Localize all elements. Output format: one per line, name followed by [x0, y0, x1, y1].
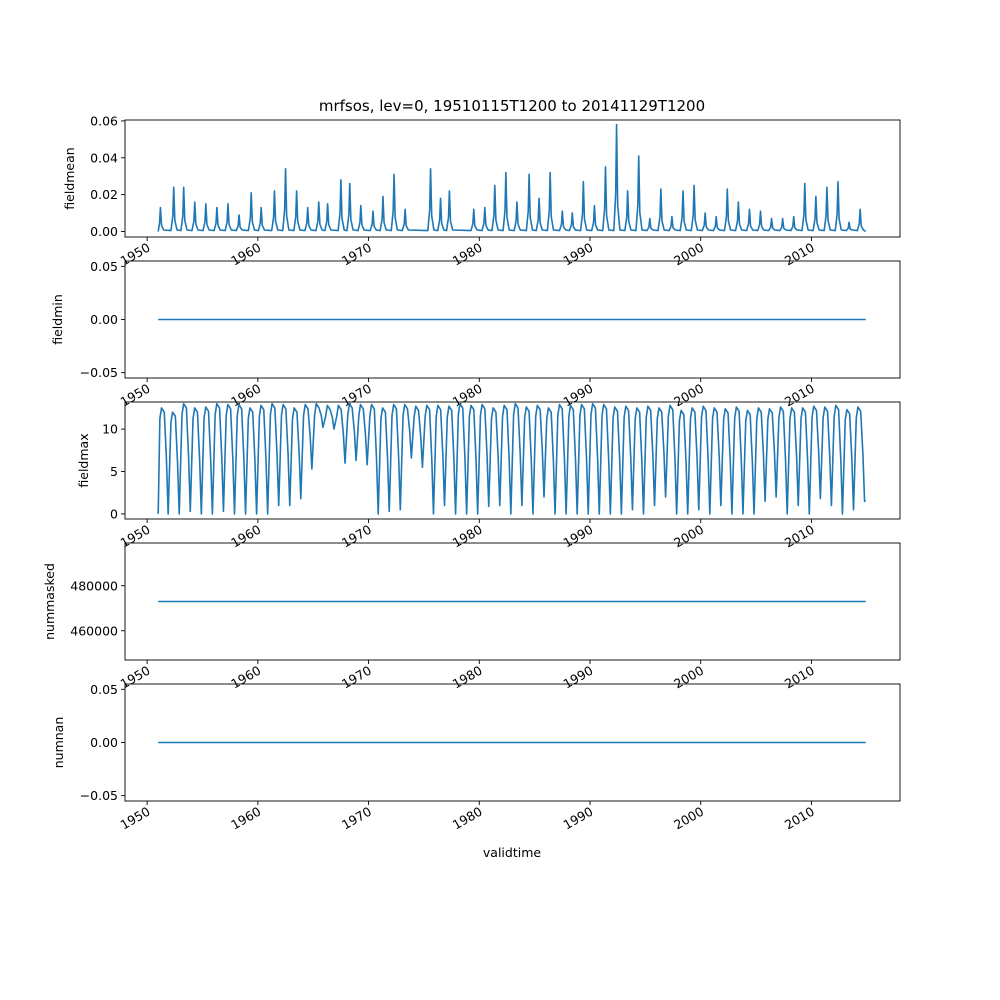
series-line-fieldmax — [157, 402, 867, 515]
x-tick-label: 1960 — [228, 522, 263, 551]
y-tick-label: 10 — [102, 422, 118, 437]
x-tick-label: 1960 — [228, 663, 263, 692]
panel-fieldmean: 0.00 0.02 0.04 0.06 1950 1960 1970 1980 1990 2000… — [62, 113, 901, 269]
panel-numnan: −0.05 0.00 0.05 1950 1960 1970 1980 1990 2000 201… — [51, 682, 901, 833]
x-tick-label: 2000 — [671, 804, 706, 833]
x-tick-label: 2000 — [671, 522, 706, 551]
y-tick-label: 5 — [110, 464, 118, 479]
x-tick-label: 1950 — [118, 663, 153, 692]
x-tick-label: 1960 — [228, 381, 263, 410]
x-tick-label: 1960 — [228, 804, 263, 833]
subplots: 0.00 0.02 0.04 0.06 1950 1960 1970 1980 1990 2000… — [42, 113, 901, 833]
y-axis-label: fieldmin — [50, 294, 65, 345]
x-tick-label: 1980 — [450, 663, 485, 692]
y-tick-label: 0.05 — [90, 682, 118, 697]
x-tick-label: 2010 — [782, 240, 817, 269]
x-tick-label: 1980 — [450, 240, 485, 269]
y-axis-label: numnan — [51, 717, 66, 769]
panel-nummasked: 460000 480000 1950 1960 1970 1980 1990 2000 2010… — [42, 542, 901, 692]
axes-frame — [124, 401, 901, 520]
x-tick-label: 2010 — [782, 663, 817, 692]
x-tick-label: 2000 — [671, 381, 706, 410]
x-tick-label: 1990 — [560, 522, 595, 551]
x-tick-label: 1970 — [339, 804, 374, 833]
x-tick-label: 1950 — [118, 240, 153, 269]
y-tick-label: 0.04 — [90, 150, 118, 165]
y-tick-label: 460000 — [70, 623, 118, 638]
x-tick-label: 1970 — [339, 522, 374, 551]
series-line-fieldmean — [157, 123, 867, 233]
y-axis-label: fieldmax — [76, 433, 91, 487]
x-tick-label: 1980 — [450, 522, 485, 551]
panel-fieldmin: −0.05 0.00 0.05 1950 1960 1970 1980 1990 2000 201… — [50, 259, 901, 410]
y-tick-label: 0 — [110, 506, 118, 521]
x-tick-label: 1970 — [339, 381, 374, 410]
x-tick-label: 1950 — [118, 522, 153, 551]
y-tick-label: −0.05 — [80, 365, 118, 380]
y-tick-label: 0.00 — [90, 224, 118, 239]
x-tick-label: 2000 — [671, 240, 706, 269]
x-tick-label: 1950 — [118, 381, 153, 410]
x-tick-label: 1960 — [228, 240, 263, 269]
y-tick-label: 0.06 — [90, 113, 118, 128]
x-tick-label: 2000 — [671, 663, 706, 692]
x-tick-label: 1990 — [560, 804, 595, 833]
axes-frame — [124, 542, 901, 661]
y-axis-label: fieldmean — [62, 147, 77, 209]
y-tick-label: 480000 — [70, 578, 118, 593]
chart-title: mrfsos, lev=0, 19510115T1200 to 20141129… — [319, 97, 705, 115]
x-tick-label: 1990 — [560, 381, 595, 410]
x-tick-label: 2010 — [782, 522, 817, 551]
x-tick-label: 1980 — [450, 804, 485, 833]
y-tick-label: 0.02 — [90, 187, 118, 202]
x-axis-label: validtime — [483, 845, 541, 860]
y-tick-label: 0.00 — [90, 735, 118, 750]
x-tick-label: 2010 — [782, 804, 817, 833]
panel-fieldmax: 0 5 10 1950 1960 1970 1980 1990 2000 2010 fieldmax — [76, 401, 901, 551]
y-tick-label: −0.05 — [80, 788, 118, 803]
y-tick-label: 0.00 — [90, 312, 118, 327]
y-tick-label: 0.05 — [90, 259, 118, 274]
x-tick-label: 2010 — [782, 381, 817, 410]
y-axis-label: nummasked — [42, 563, 57, 640]
axes-frame — [124, 119, 901, 238]
x-tick-label: 1970 — [339, 240, 374, 269]
x-tick-label: 1990 — [560, 663, 595, 692]
x-tick-label: 1970 — [339, 663, 374, 692]
x-tick-label: 1990 — [560, 240, 595, 269]
x-tick-label: 1950 — [118, 804, 153, 833]
x-tick-label: 1980 — [450, 381, 485, 410]
